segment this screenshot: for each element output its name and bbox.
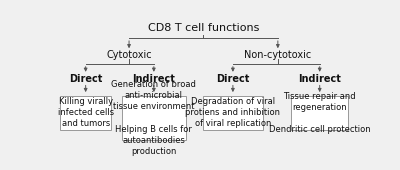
- Text: Indirect: Indirect: [298, 74, 341, 84]
- Text: Direct: Direct: [216, 74, 250, 84]
- Text: Tissue repair and
regeneration

Dendritic cell protection: Tissue repair and regeneration Dendritic…: [269, 91, 370, 134]
- Text: Direct: Direct: [69, 74, 102, 84]
- Text: CD8 T cell functions: CD8 T cell functions: [148, 23, 259, 33]
- Text: Killing virally
infected cells
and tumors: Killing virally infected cells and tumor…: [58, 97, 114, 128]
- FancyBboxPatch shape: [203, 96, 263, 130]
- Text: Indirect: Indirect: [132, 74, 175, 84]
- FancyBboxPatch shape: [60, 96, 111, 130]
- Text: Non-cytotoxic: Non-cytotoxic: [244, 50, 312, 60]
- Text: Cytotoxic: Cytotoxic: [106, 50, 152, 60]
- FancyBboxPatch shape: [291, 96, 348, 130]
- Text: Degradation of viral
protiens and inhibition
of viral replication: Degradation of viral protiens and inhibi…: [185, 97, 280, 128]
- FancyBboxPatch shape: [122, 96, 186, 140]
- Text: Generation of broad
anti-microbial
tissue environment

Helping B cells for
autoa: Generation of broad anti-microbial tissu…: [112, 80, 196, 156]
